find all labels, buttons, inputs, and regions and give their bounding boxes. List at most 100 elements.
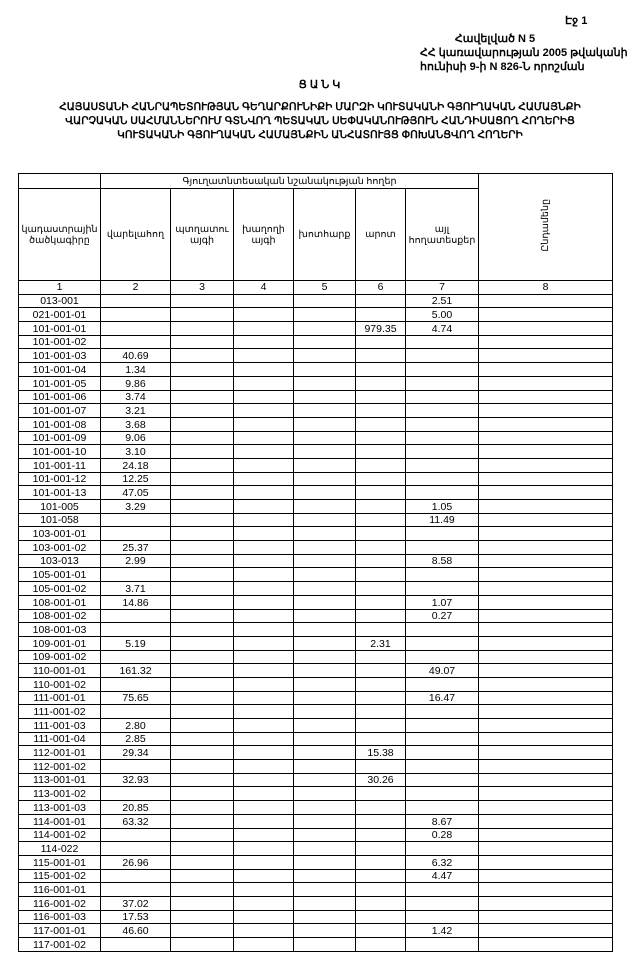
area-value-col-8 <box>478 334 613 350</box>
area-value-col-2: 26.96 <box>100 854 171 870</box>
area-value-col-8 <box>478 499 613 514</box>
area-value-col-6 <box>355 759 406 774</box>
header-col-2: վարելահող <box>100 188 171 281</box>
area-value-col-4 <box>233 307 294 323</box>
area-value-col-7 <box>405 567 479 583</box>
column-number: 1 <box>18 280 101 295</box>
table-row: 101-001-01 979.35 4.74 <box>18 321 613 336</box>
area-value-col-6 <box>355 485 406 500</box>
area-value-col-3 <box>170 813 234 829</box>
area-value-col-4 <box>233 854 294 870</box>
group-header: Գյուղատնտեսական նշանակության հողեր <box>100 173 479 189</box>
area-value-col-7: 5.00 <box>405 307 479 323</box>
column-number: 2 <box>100 280 171 295</box>
cadastral-code: 109-001-02 <box>18 649 101 665</box>
cadastral-code: 108-001-02 <box>18 608 101 624</box>
area-value-col-4 <box>233 841 294 856</box>
area-value-col-8 <box>478 430 613 446</box>
area-value-col-5 <box>293 471 356 487</box>
cadastral-code: 112-001-01 <box>18 745 101 761</box>
area-value-col-7 <box>405 457 479 473</box>
area-value-col-3 <box>170 786 234 802</box>
table-row: 101-001-04 1.34 <box>18 362 613 377</box>
cadastral-code: 101-001-08 <box>18 416 101 432</box>
area-value-col-2: 3.74 <box>100 389 171 405</box>
area-value-col-5 <box>293 786 356 802</box>
area-value-col-8 <box>478 937 613 952</box>
area-value-col-4 <box>233 444 294 459</box>
area-value-col-4 <box>233 540 294 555</box>
area-value-col-3 <box>170 608 234 624</box>
area-value-col-8 <box>478 444 613 459</box>
area-value-col-2 <box>100 704 171 719</box>
area-value-col-4 <box>233 800 294 815</box>
area-value-col-6 <box>355 307 406 323</box>
column-number: 5 <box>293 280 356 295</box>
cadastral-code: 108-001-03 <box>18 622 101 637</box>
area-value-col-5 <box>293 375 356 391</box>
area-value-col-7: 0.27 <box>405 608 479 624</box>
cadastral-code: 101-001-10 <box>18 444 101 459</box>
cadastral-code: 101-001-12 <box>18 471 101 487</box>
cadastral-code: 110-001-02 <box>18 676 101 692</box>
area-value-col-6 <box>355 471 406 487</box>
area-value-col-4 <box>233 526 294 542</box>
area-value-col-6 <box>355 841 406 856</box>
annex-line: հունիսի 9-ի N 826-Ն որոշման <box>420 61 585 73</box>
cadastral-code: 111-001-03 <box>18 718 101 733</box>
area-value-col-5 <box>293 841 356 856</box>
table-row: 112-001-01 29.34 15.38 <box>18 745 613 761</box>
area-value-col-6 <box>355 676 406 692</box>
area-value-col-8 <box>478 622 613 637</box>
area-value-col-7: 49.07 <box>405 663 479 678</box>
area-value-col-2: 63.32 <box>100 813 171 829</box>
area-value-col-5 <box>293 882 356 897</box>
area-value-col-3 <box>170 909 234 925</box>
header-col-7: այլ հողատեսքեր <box>405 188 479 281</box>
area-value-col-7 <box>405 635 479 651</box>
table-row: 101-001-03 40.69 <box>18 348 613 364</box>
area-value-col-7: 1.05 <box>405 499 479 514</box>
area-value-col-8 <box>478 759 613 774</box>
area-value-col-7 <box>405 581 479 596</box>
area-value-col-3 <box>170 581 234 596</box>
table-row: 113-001-03 20.85 <box>18 800 613 815</box>
area-value-col-8 <box>478 293 613 309</box>
area-value-col-8 <box>478 827 613 843</box>
area-value-col-4 <box>233 430 294 446</box>
area-value-col-4 <box>233 512 294 528</box>
area-value-col-8 <box>478 362 613 377</box>
area-value-col-6 <box>355 718 406 733</box>
cadastral-code: 110-001-01 <box>18 663 101 678</box>
area-value-col-4 <box>233 321 294 336</box>
area-value-col-8 <box>478 923 613 938</box>
area-value-col-8 <box>478 526 613 542</box>
area-value-col-4 <box>233 553 294 569</box>
table-row: 101-001-13 47.05 <box>18 485 613 500</box>
cadastral-code: 111-001-01 <box>18 690 101 706</box>
area-value-col-7 <box>405 759 479 774</box>
table-row: 108-001-02 0.27 <box>18 608 613 624</box>
area-value-col-5 <box>293 608 356 624</box>
area-value-col-3 <box>170 512 234 528</box>
area-value-col-4 <box>233 731 294 747</box>
area-value-col-8 <box>478 375 613 391</box>
annex-line: ՀՀ կառավարության 2005 թվականի <box>420 47 628 59</box>
area-value-col-5 <box>293 485 356 500</box>
area-value-col-8 <box>478 321 613 336</box>
area-value-col-5 <box>293 499 356 514</box>
area-value-col-8 <box>478 635 613 651</box>
cadastral-code: 101-058 <box>18 512 101 528</box>
area-value-col-8 <box>478 608 613 624</box>
area-value-col-3 <box>170 471 234 487</box>
area-value-col-3 <box>170 718 234 733</box>
table-row: 115-001-02 4.47 <box>18 868 613 884</box>
cadastral-code: 111-001-04 <box>18 731 101 747</box>
table-row: 116-001-01 <box>18 882 613 897</box>
area-value-col-6 <box>355 937 406 952</box>
area-value-col-8 <box>478 485 613 500</box>
area-value-col-5 <box>293 321 356 336</box>
area-value-col-6 <box>355 608 406 624</box>
column-number: 8 <box>478 280 613 295</box>
